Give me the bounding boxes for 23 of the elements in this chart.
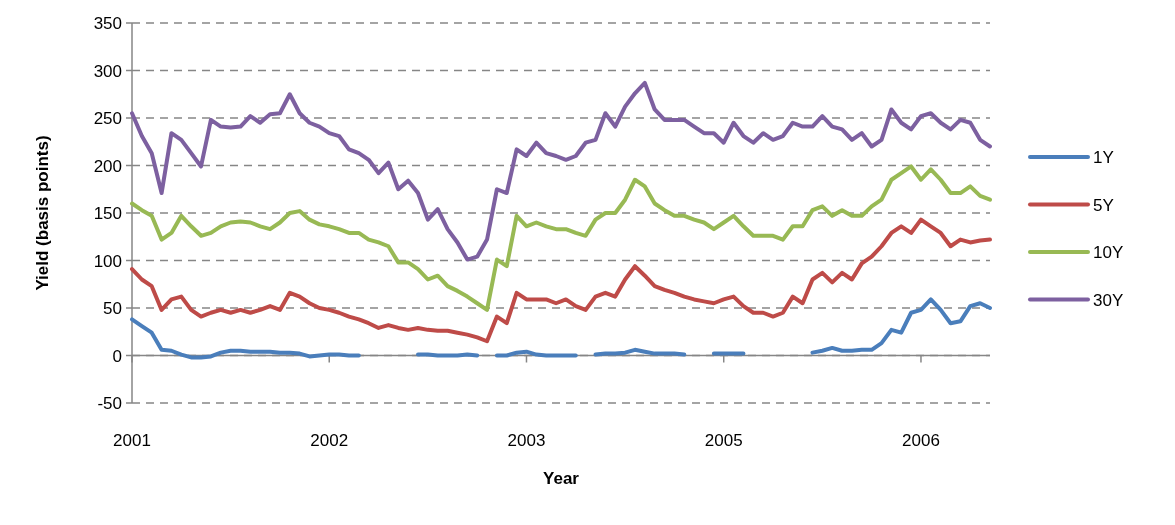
legend-label: 30Y	[1093, 290, 1124, 310]
y-tick-label: 150	[93, 204, 122, 223]
line-series	[130, 164, 992, 312]
y-tick-label: 250	[93, 109, 122, 128]
x-tick-label: 2003	[507, 431, 546, 450]
y-tick-label: 100	[93, 251, 122, 271]
legend-label: 1Y	[1093, 148, 1114, 167]
y-tick-label: 350	[93, 14, 122, 33]
x-tick-label: 2002	[310, 431, 349, 450]
line-series	[130, 80, 992, 262]
y-axis-title: Yield (basis points)	[33, 135, 52, 291]
line-series	[130, 217, 992, 344]
y-tick-label: 200	[93, 156, 122, 176]
legend-label: 5Y	[1093, 195, 1114, 215]
x-tick-label: 2006	[902, 431, 940, 450]
y-tick-label: 50	[103, 299, 122, 318]
legend-label: 10Y	[1093, 243, 1124, 262]
x-axis-title: Year	[543, 469, 580, 488]
x-tick-label: 2005	[704, 431, 743, 450]
y-tick-label: 300	[93, 61, 122, 81]
y-tick-label: -50	[97, 394, 122, 413]
x-tick-label: 2001	[113, 431, 151, 450]
y-tick-label: 0	[112, 346, 122, 366]
